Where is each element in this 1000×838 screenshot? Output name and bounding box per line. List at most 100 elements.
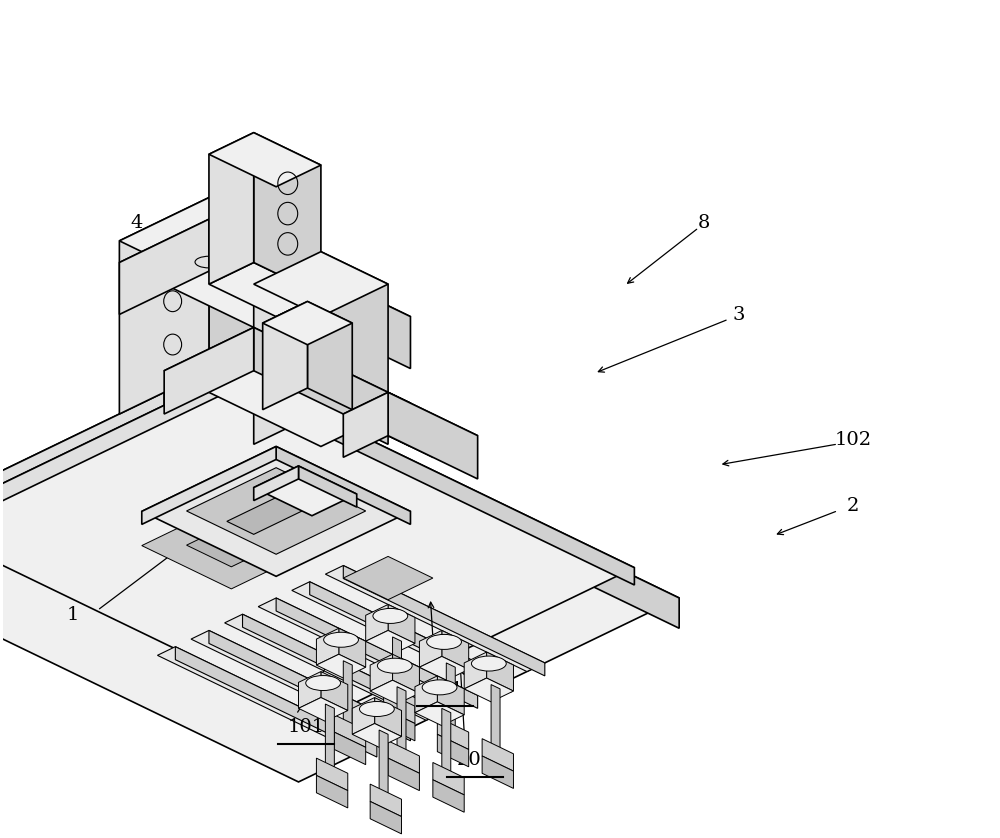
Polygon shape [433, 763, 464, 795]
Ellipse shape [427, 634, 461, 649]
Polygon shape [343, 556, 433, 600]
Polygon shape [276, 598, 478, 708]
Polygon shape [325, 704, 334, 769]
Polygon shape [384, 708, 415, 741]
Polygon shape [209, 132, 321, 187]
Polygon shape [191, 630, 410, 737]
Polygon shape [209, 132, 254, 284]
Ellipse shape [373, 608, 408, 623]
Polygon shape [415, 702, 464, 726]
Polygon shape [316, 758, 348, 790]
Polygon shape [437, 676, 464, 715]
Text: 1: 1 [66, 606, 79, 623]
Ellipse shape [471, 656, 506, 671]
Polygon shape [339, 628, 366, 667]
Polygon shape [393, 654, 419, 693]
Polygon shape [254, 466, 299, 500]
Polygon shape [464, 678, 513, 702]
Polygon shape [263, 302, 307, 410]
Polygon shape [209, 370, 545, 555]
Polygon shape [491, 685, 500, 749]
Polygon shape [419, 656, 469, 680]
Polygon shape [0, 370, 209, 585]
Polygon shape [164, 370, 209, 414]
Polygon shape [366, 630, 415, 654]
Polygon shape [437, 734, 469, 767]
Polygon shape [388, 741, 419, 773]
Polygon shape [254, 466, 357, 515]
Text: 101: 101 [288, 718, 325, 736]
Polygon shape [299, 671, 321, 708]
Polygon shape [142, 447, 276, 525]
Polygon shape [263, 302, 352, 344]
Polygon shape [254, 328, 410, 447]
Polygon shape [388, 758, 419, 790]
Polygon shape [0, 373, 231, 541]
Polygon shape [209, 220, 410, 369]
Polygon shape [446, 663, 455, 728]
Polygon shape [316, 628, 339, 665]
Polygon shape [164, 328, 410, 447]
Polygon shape [254, 132, 321, 295]
Polygon shape [316, 654, 366, 678]
Polygon shape [175, 647, 377, 757]
Polygon shape [442, 630, 469, 670]
Polygon shape [397, 686, 406, 752]
Polygon shape [321, 251, 388, 444]
Polygon shape [209, 262, 321, 317]
Polygon shape [442, 708, 451, 773]
Text: 2: 2 [847, 498, 859, 515]
Polygon shape [316, 775, 348, 808]
Polygon shape [119, 220, 410, 360]
Ellipse shape [377, 658, 412, 673]
Polygon shape [343, 392, 478, 458]
Polygon shape [225, 614, 444, 721]
Polygon shape [415, 676, 437, 712]
Polygon shape [292, 582, 511, 688]
Polygon shape [375, 697, 402, 737]
Polygon shape [388, 604, 415, 644]
Polygon shape [366, 604, 388, 641]
Polygon shape [352, 723, 402, 747]
Polygon shape [164, 370, 545, 555]
Polygon shape [227, 487, 325, 535]
Polygon shape [187, 468, 366, 554]
Polygon shape [231, 373, 634, 585]
Polygon shape [482, 738, 513, 771]
Polygon shape [419, 630, 442, 667]
Text: 201: 201 [457, 752, 494, 769]
Polygon shape [388, 392, 478, 479]
Polygon shape [379, 730, 388, 795]
Polygon shape [258, 598, 478, 704]
Polygon shape [164, 328, 254, 414]
Polygon shape [482, 756, 513, 789]
Text: 301: 301 [427, 680, 464, 699]
Text: 8: 8 [698, 215, 710, 232]
Ellipse shape [359, 701, 394, 716]
Polygon shape [0, 370, 679, 782]
Polygon shape [254, 251, 388, 317]
Polygon shape [343, 566, 545, 676]
Polygon shape [370, 680, 419, 704]
Polygon shape [142, 447, 410, 577]
Polygon shape [433, 780, 464, 812]
Polygon shape [299, 466, 357, 507]
Polygon shape [370, 801, 402, 834]
Ellipse shape [422, 680, 457, 695]
Polygon shape [119, 220, 209, 314]
Polygon shape [393, 637, 402, 702]
Polygon shape [119, 198, 276, 273]
Polygon shape [209, 630, 410, 741]
Polygon shape [334, 732, 366, 764]
Polygon shape [325, 566, 545, 671]
Polygon shape [343, 392, 388, 458]
Polygon shape [254, 251, 321, 444]
Ellipse shape [324, 632, 358, 647]
Polygon shape [370, 654, 393, 691]
Polygon shape [310, 582, 511, 692]
Polygon shape [0, 373, 634, 719]
Polygon shape [209, 370, 679, 628]
Polygon shape [321, 671, 348, 711]
Polygon shape [352, 697, 375, 734]
Polygon shape [243, 614, 444, 725]
